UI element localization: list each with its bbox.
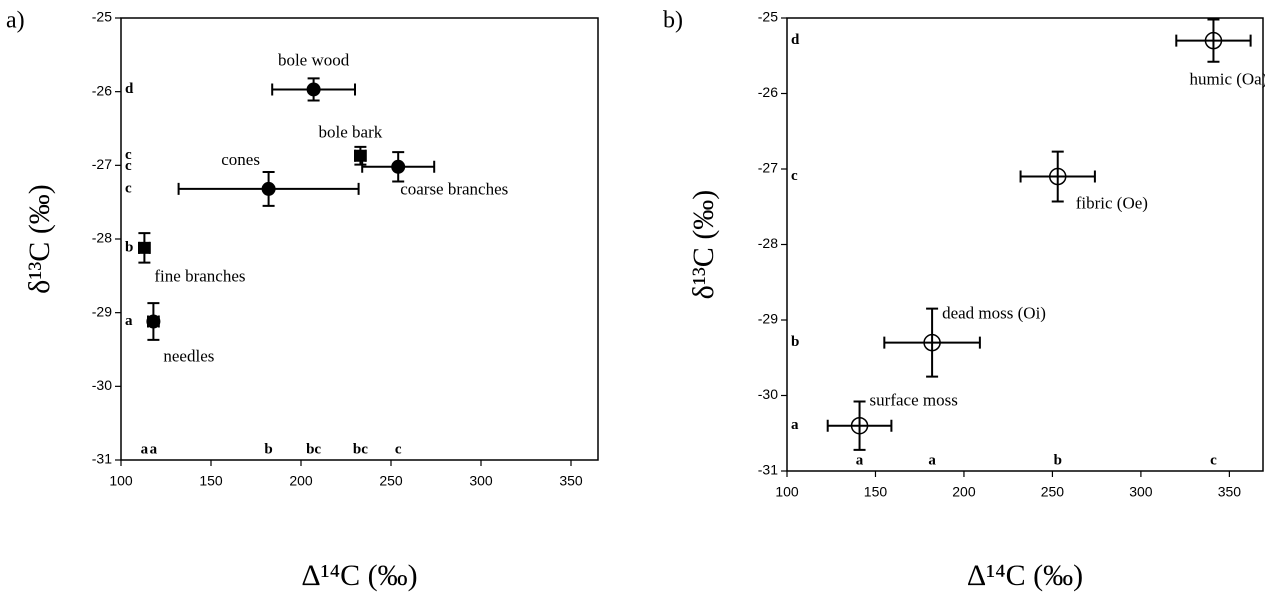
x-tick-label: 250 [1041, 484, 1065, 500]
y-tick-label: -26 [758, 84, 778, 100]
point-label: humic (Oa) [1190, 70, 1265, 89]
y-error-bar [853, 400, 866, 451]
y-tick-label: -31 [758, 462, 778, 478]
marker [1048, 167, 1067, 186]
y-letter: c [125, 158, 132, 174]
x-tick-label: 150 [199, 473, 223, 489]
plot-frame [120, 17, 599, 461]
y-tick-label: -27 [758, 160, 778, 176]
y-tick-label: -31 [92, 451, 112, 467]
y-tick-label: -30 [758, 386, 778, 402]
x-tick-label: 200 [952, 484, 976, 500]
y-tick-label: -29 [758, 311, 778, 327]
y-tick-label: -29 [92, 303, 112, 319]
x-axis-label: Δ¹⁴C (‰) [967, 559, 1083, 592]
marker [261, 181, 276, 196]
y-tick-label: -28 [758, 235, 778, 251]
x-tick-label: 250 [379, 473, 403, 489]
marker [354, 149, 367, 162]
y-letter: d [125, 81, 134, 97]
point-label: fine branches [154, 267, 245, 286]
y-letter: a [791, 417, 799, 433]
point-label: dead moss (Oi) [942, 304, 1046, 323]
x-letter: bc [306, 441, 321, 457]
x-tick-label: 350 [1218, 484, 1242, 500]
x-letter: bc [353, 441, 368, 457]
point-label: bole wood [278, 50, 350, 69]
y-letter: a [125, 313, 133, 329]
x-tick-label: 100 [109, 473, 133, 489]
x-tick-label: 200 [289, 473, 313, 489]
y-axis-label: δ¹³C (‰) [23, 184, 56, 294]
y-axis-label: δ¹³C (‰) [687, 190, 720, 300]
x-tick-label: 100 [775, 484, 799, 500]
y-letter: d [791, 32, 800, 48]
x-tick-label: 300 [469, 473, 493, 489]
x-axis-label: Δ¹⁴C (‰) [301, 559, 417, 592]
y-error-bar [1207, 18, 1220, 63]
marker [923, 333, 941, 352]
point-label: surface moss [870, 391, 958, 410]
point-label: coarse branches [400, 180, 508, 199]
y-tick-label: -25 [758, 9, 778, 25]
y-tick-label: -25 [92, 9, 112, 25]
marker [850, 416, 869, 435]
y-letter: c [125, 147, 132, 163]
point-label: needles [163, 346, 214, 365]
y-tick-label: -30 [92, 377, 112, 393]
y-error-bar [926, 307, 939, 378]
x-tick-label: 150 [864, 484, 888, 500]
x-letter: a [856, 452, 864, 468]
point-label: fibric (Oe) [1076, 193, 1148, 212]
x-letter: b [1054, 452, 1062, 468]
y-tick-label: -28 [92, 230, 112, 246]
x-letter: c [1210, 452, 1217, 468]
panel-label: a) [6, 8, 25, 34]
marker [391, 159, 406, 174]
y-letter: c [791, 168, 798, 184]
y-tick-label: -27 [92, 156, 112, 172]
panel-label: b) [663, 8, 683, 34]
y-error-bar [1051, 150, 1064, 203]
x-letter: b [264, 441, 272, 457]
marker [306, 82, 321, 97]
x-tick-label: 300 [1129, 484, 1153, 500]
marker [146, 314, 161, 329]
marker [138, 241, 151, 254]
x-letter: a [928, 452, 936, 468]
point-label: bole bark [319, 123, 383, 142]
y-letter: b [791, 334, 799, 350]
x-tick-label: 350 [559, 473, 583, 489]
x-letter: c [395, 441, 402, 457]
x-letter: a [150, 441, 158, 457]
y-letter: c [125, 180, 132, 196]
x-letter: a [141, 441, 149, 457]
point-label: cones [221, 150, 260, 169]
y-tick-label: -26 [92, 82, 112, 98]
marker [1204, 31, 1223, 50]
y-letter: b [125, 239, 133, 255]
